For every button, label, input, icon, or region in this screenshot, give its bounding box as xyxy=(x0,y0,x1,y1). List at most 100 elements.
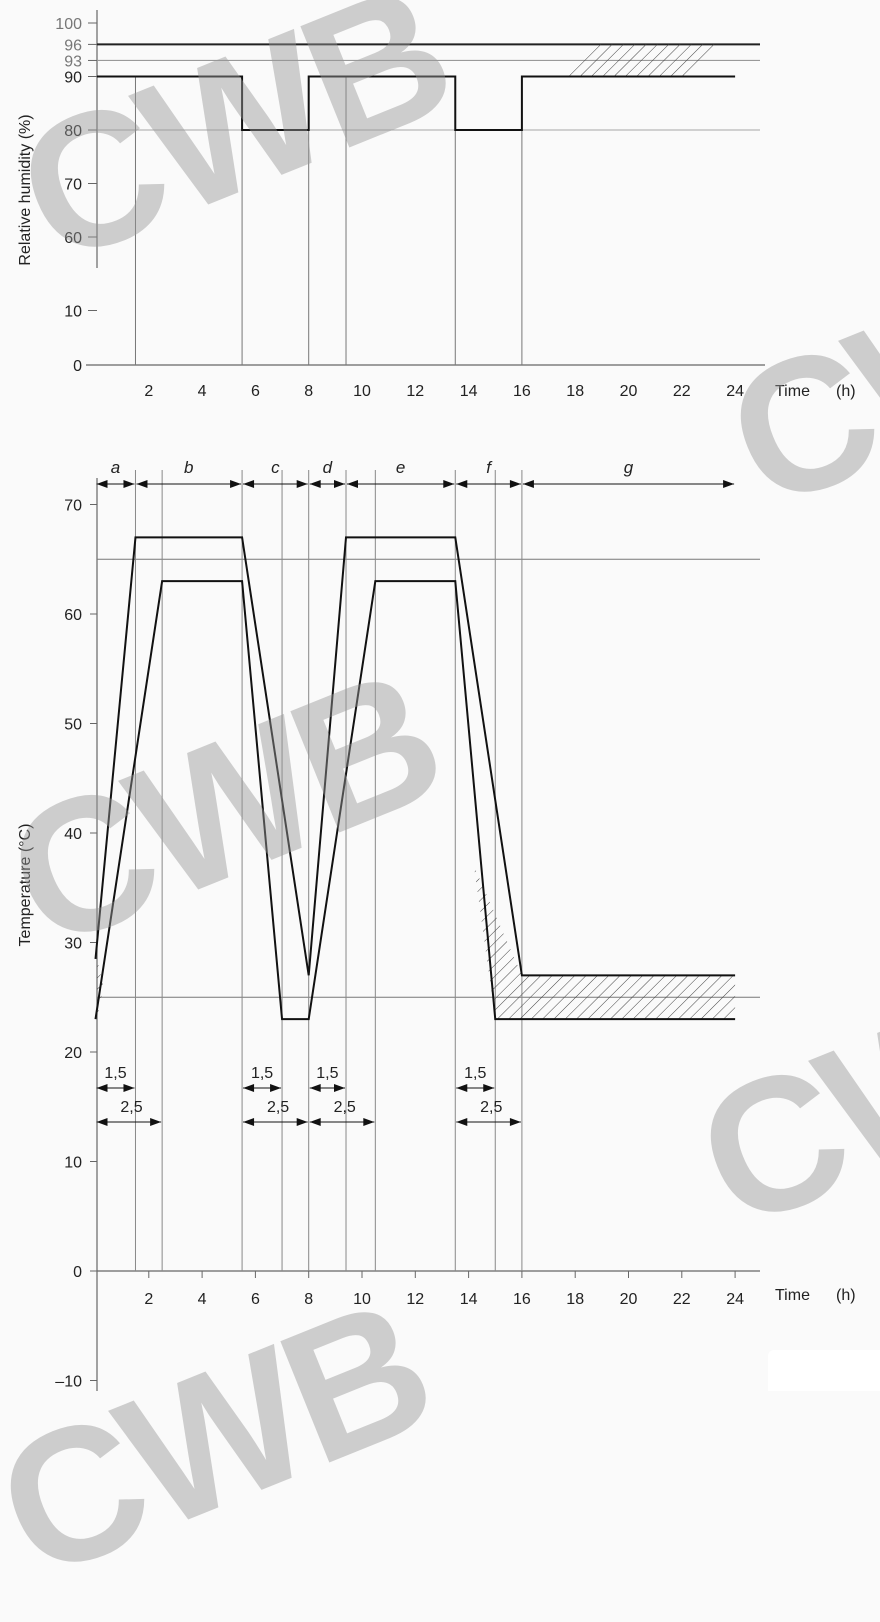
hatched-band xyxy=(561,44,722,77)
humidity-series-line xyxy=(135,75,736,131)
y-tick-label: 90 xyxy=(64,70,82,87)
x-tick-label: 14 xyxy=(460,383,478,400)
y-tick-label: 10 xyxy=(64,1155,82,1172)
x-tick-label: 20 xyxy=(620,1291,638,1308)
temperature-upper-line xyxy=(94,536,736,977)
phase-arrow-head xyxy=(96,480,108,488)
x-tick-label: 4 xyxy=(198,383,207,400)
x-tick-label: 20 xyxy=(620,383,638,400)
y-tick-label: 70 xyxy=(64,177,82,194)
x-tick-label: 6 xyxy=(251,383,260,400)
x-tick-label: 22 xyxy=(673,383,691,400)
y-tick-label: 40 xyxy=(64,826,82,843)
duration-label: 1,5 xyxy=(104,1065,126,1082)
duration-arrow-head xyxy=(509,1118,521,1126)
duration-arrow-head xyxy=(123,1084,135,1092)
x-tick-label: 14 xyxy=(460,1291,478,1308)
x-tick-label: 8 xyxy=(304,1291,313,1308)
phase-arrow-head xyxy=(243,480,255,488)
phase-arrow-head xyxy=(347,480,359,488)
phase-label: b xyxy=(184,458,193,477)
x-tick-label: 10 xyxy=(353,383,371,400)
temperature-lower-line xyxy=(94,580,736,1021)
duration-arrow-head xyxy=(483,1084,495,1092)
y-tick-label: 0 xyxy=(73,358,82,375)
phase-arrow-head xyxy=(136,480,148,488)
duration-label: 1,5 xyxy=(251,1065,273,1082)
duration-arrow-head xyxy=(296,1118,308,1126)
phase-arrow-head xyxy=(456,480,468,488)
duration-label: 1,5 xyxy=(464,1065,486,1082)
y-tick-label: 60 xyxy=(64,607,82,624)
duration-arrow-head xyxy=(96,1118,108,1126)
y-tick-label: 93 xyxy=(64,53,82,70)
duration-label: 2,5 xyxy=(267,1099,289,1116)
x-tick-label: 6 xyxy=(251,1291,260,1308)
duration-arrow-head xyxy=(363,1118,375,1126)
y-tick-label: 70 xyxy=(64,498,82,515)
phase-label: a xyxy=(111,458,120,477)
x-axis-label: Time xyxy=(775,1287,810,1304)
x-axis-unit: (h) xyxy=(836,383,856,400)
duration-arrow-head xyxy=(334,1084,346,1092)
phase-arrow-head xyxy=(443,480,455,488)
y-tick-label: 100 xyxy=(55,16,82,33)
hatched-tolerance-area xyxy=(473,865,736,1020)
x-tick-label: 24 xyxy=(726,383,744,400)
x-tick-label: 18 xyxy=(566,1291,584,1308)
x-tick-label: 2 xyxy=(144,383,153,400)
phase-arrow-head xyxy=(334,480,346,488)
y-tick-label: 80 xyxy=(64,123,82,140)
phase-arrow-head xyxy=(230,480,242,488)
y-tick-label: 50 xyxy=(64,717,82,734)
duration-arrow-head xyxy=(243,1084,255,1092)
x-tick-label: 4 xyxy=(198,1291,207,1308)
duration-arrow-head xyxy=(270,1084,282,1092)
y-tick-label: 0 xyxy=(73,1264,82,1281)
duration-arrow-head xyxy=(456,1118,468,1126)
y-tick-label: 60 xyxy=(64,230,82,247)
x-tick-label: 22 xyxy=(673,1291,691,1308)
duration-label: 2,5 xyxy=(120,1099,142,1116)
x-tick-label: 2 xyxy=(144,1291,153,1308)
phase-label: e xyxy=(396,458,405,477)
duration-arrow-head xyxy=(309,1118,321,1126)
x-tick-label: 10 xyxy=(353,1291,371,1308)
y-tick-label: 96 xyxy=(64,37,82,54)
duration-label: 2,5 xyxy=(480,1099,502,1116)
x-tick-label: 12 xyxy=(406,383,424,400)
phase-arrow-head xyxy=(723,480,735,488)
x-axis-label: Time xyxy=(775,383,810,400)
phase-arrow-head xyxy=(123,480,135,488)
y-tick-label: 10 xyxy=(64,304,82,321)
duration-arrow-head xyxy=(456,1084,468,1092)
y-axis-label: Temperature (°C) xyxy=(17,824,34,947)
phase-label: c xyxy=(271,458,280,477)
phase-label: g xyxy=(624,458,634,477)
duration-arrow-head xyxy=(309,1084,321,1092)
phase-arrow-head xyxy=(309,480,321,488)
x-axis-unit: (h) xyxy=(836,1287,856,1304)
duration-label: 1,5 xyxy=(316,1065,338,1082)
corner-box xyxy=(768,1350,880,1391)
x-tick-label: 12 xyxy=(406,1291,424,1308)
phase-label: f xyxy=(486,458,493,477)
x-tick-label: 16 xyxy=(513,383,531,400)
duration-arrow-head xyxy=(243,1118,255,1126)
phase-arrow-head xyxy=(522,480,534,488)
y-tick-label: 30 xyxy=(64,936,82,953)
phase-arrow-head xyxy=(509,480,521,488)
x-tick-label: 24 xyxy=(726,1291,744,1308)
y-tick-label: –10 xyxy=(55,1374,82,1391)
x-tick-label: 18 xyxy=(566,383,584,400)
duration-arrow-head xyxy=(96,1084,108,1092)
y-tick-label: 20 xyxy=(64,1045,82,1062)
x-tick-label: 16 xyxy=(513,1291,531,1308)
y-axis-label: Relative humidity (%) xyxy=(17,114,34,265)
duration-arrow-head xyxy=(150,1118,162,1126)
phase-label: d xyxy=(323,458,333,477)
x-tick-label: 8 xyxy=(304,383,313,400)
phase-arrow-head xyxy=(296,480,308,488)
